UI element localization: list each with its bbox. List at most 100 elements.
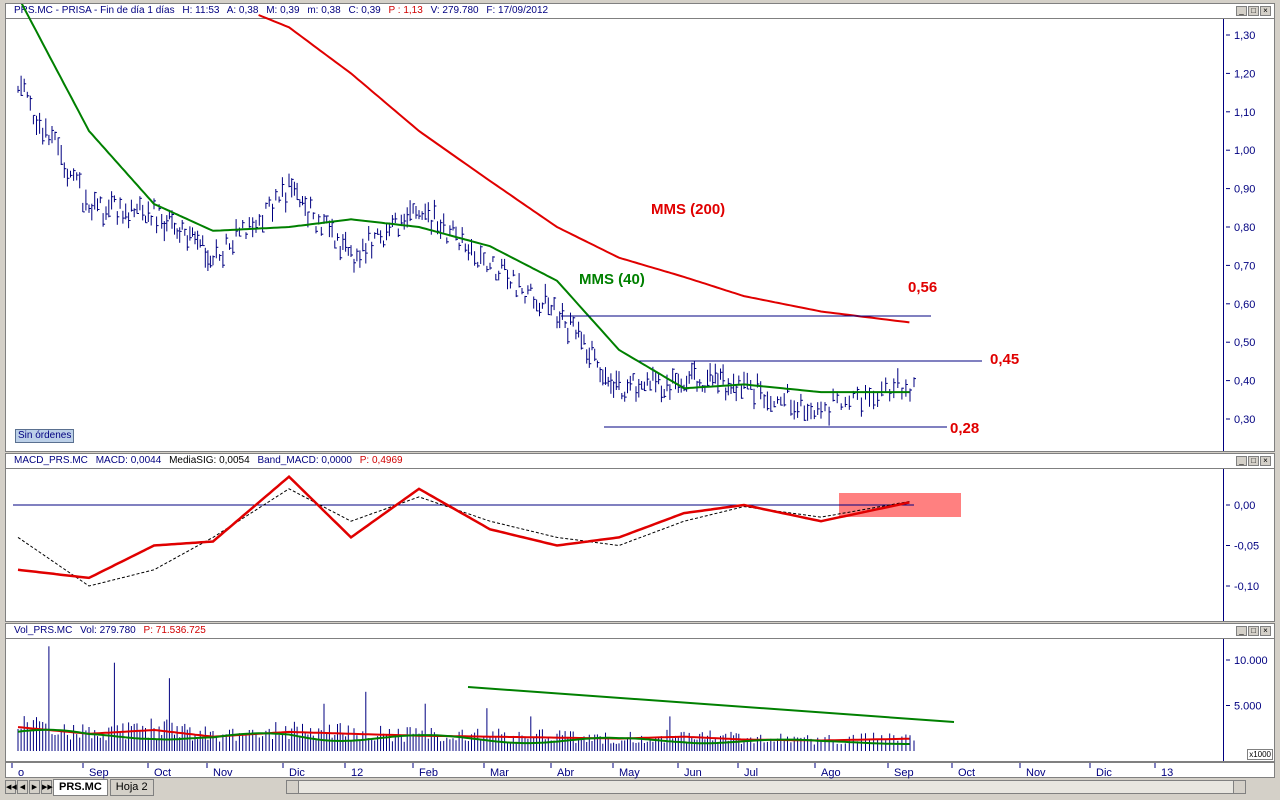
macd-window-controls: _ □ × xyxy=(1236,456,1271,466)
sheet-bar: ◀◀ ◀ ▶ ▶▶ PRS.MC Hoja 2 xyxy=(5,778,1275,796)
x-tick-label: Nov xyxy=(213,767,233,779)
y-tick-label: -0,05 xyxy=(1234,541,1259,553)
x-tick-label: May xyxy=(619,767,640,779)
macd-chart: 0,00 -0,05 -0,10 xyxy=(6,468,1274,593)
level-056-annotation: 0,56 xyxy=(908,279,937,296)
scroll-left-button[interactable] xyxy=(286,781,299,793)
level-045-annotation: 0,45 xyxy=(990,351,1019,368)
date-label: F: 17/09/2012 xyxy=(486,5,549,16)
macd-value-label: MACD: 0,0044 xyxy=(95,455,162,466)
maximize-button[interactable]: □ xyxy=(1248,456,1259,466)
last-sheet-button[interactable]: ▶▶ xyxy=(41,780,53,794)
maximize-button[interactable]: □ xyxy=(1248,6,1259,16)
macd-p-label: P: 0,4969 xyxy=(359,455,403,466)
x-tick-label: Jul xyxy=(744,767,758,779)
close-button[interactable]: × xyxy=(1260,456,1271,466)
horizontal-scrollbar[interactable] xyxy=(285,780,1246,794)
price-y-axis xyxy=(1223,19,1274,451)
mms40-annotation: MMS (40) xyxy=(579,271,645,288)
symbol-label: PRS.MC - PRISA - Fin de día 1 días xyxy=(14,5,175,16)
sheet-tab-prs[interactable]: PRS.MC xyxy=(53,778,108,796)
y-tick-label: -0,10 xyxy=(1234,581,1259,593)
volume-panel: Vol_PRS.MC Vol: 279.780 P: 71.536.725 _ … xyxy=(5,623,1275,762)
x-tick-label: Sep xyxy=(894,767,914,779)
x-tick-label: Dic xyxy=(289,767,305,779)
mms40-line xyxy=(20,4,910,394)
close-button[interactable]: × xyxy=(1260,626,1271,636)
volume-scale-note: x1000 xyxy=(1247,749,1273,760)
volume-y-axis xyxy=(1223,639,1274,761)
change-label: P : 1,13 xyxy=(388,5,423,16)
next-sheet-button[interactable]: ▶ xyxy=(29,780,40,794)
x-tick-label: Oct xyxy=(154,767,171,779)
price-panel: PRS.MC - PRISA - Fin de día 1 días H: 11… xyxy=(5,3,1275,452)
x-tick-label: Abr xyxy=(557,767,574,779)
time-label: H: 11:53 xyxy=(182,5,220,16)
volume-trend-line xyxy=(467,686,955,723)
time-axis: o Sep Oct Nov Dic 12 Feb Mar Abr May Jun Jul Ago Sep O… xyxy=(5,762,1275,779)
high-label: M: 0,39 xyxy=(266,5,300,16)
volume-header: Vol_PRS.MC Vol: 279.780 P: 71.536.725 xyxy=(6,624,1274,638)
sheet-tab-hoja2[interactable]: Hoja 2 xyxy=(109,778,154,796)
volume-value-label: Vol: 279.780 xyxy=(80,625,136,636)
volume-window-controls: _ □ × xyxy=(1236,626,1271,636)
volume-avg-short-line xyxy=(17,728,910,745)
y-tick-label: 0,00 xyxy=(1234,500,1255,512)
price-chart: 1,30 1,20 1,10 1,00 0,90 0,80 0,70 0,60 0,50 0,40… xyxy=(6,4,1274,437)
x-tick-label: 13 xyxy=(1161,767,1173,779)
minimize-button[interactable]: _ xyxy=(1236,6,1247,16)
band-value-label: Band_MACD: 0,0000 xyxy=(257,455,352,466)
close-button[interactable]: × xyxy=(1260,6,1271,16)
y-tick-label: 0,50 xyxy=(1234,337,1255,349)
y-tick-label: 0,90 xyxy=(1234,184,1255,196)
y-tick-label: 0,60 xyxy=(1234,299,1255,311)
minimize-button[interactable]: _ xyxy=(1236,626,1247,636)
x-tick-label: Oct xyxy=(958,767,975,779)
y-tick-label: 0,40 xyxy=(1234,376,1255,388)
y-tick-label: 1,20 xyxy=(1234,68,1255,80)
x-tick-label: Ago xyxy=(821,767,841,779)
signal-line xyxy=(17,488,910,587)
level-028-annotation: 0,28 xyxy=(950,420,979,437)
macd-name-label: MACD_PRS.MC xyxy=(14,455,88,466)
volume-name-label: Vol_PRS.MC xyxy=(14,625,73,636)
macd-header: MACD_PRS.MC MACD: 0,0044 MediaSIG: 0,005… xyxy=(6,454,1274,468)
y-tick-label: 0,80 xyxy=(1234,222,1255,234)
x-tick-label: Nov xyxy=(1026,767,1046,779)
price-window-controls: _ □ × xyxy=(1236,6,1271,16)
macd-line xyxy=(17,475,910,580)
x-tick-label: Sep xyxy=(89,767,109,779)
volume-label: V: 279.780 xyxy=(430,5,479,16)
first-sheet-button[interactable]: ◀◀ xyxy=(5,780,17,794)
volume-p-label: P: 71.536.725 xyxy=(143,625,206,636)
macd-panel: MACD_PRS.MC MACD: 0,0044 MediaSIG: 0,005… xyxy=(5,453,1275,622)
y-tick-label: 1,00 xyxy=(1234,145,1255,157)
x-tick-label: o xyxy=(18,767,24,779)
macd-y-axis xyxy=(1223,469,1274,621)
orders-badge[interactable]: Sin órdenes xyxy=(15,429,75,443)
mms200-annotation: MMS (200) xyxy=(651,201,725,218)
x-tick-label: Feb xyxy=(419,767,438,779)
maximize-button[interactable]: □ xyxy=(1248,626,1259,636)
y-tick-label: 5.000 xyxy=(1234,701,1262,713)
y-tick-label: 1,30 xyxy=(1234,30,1255,42)
x-tick-label: 12 xyxy=(351,767,363,779)
price-header: PRS.MC - PRISA - Fin de día 1 días H: 11… xyxy=(6,4,1274,18)
volume-bars xyxy=(17,646,915,751)
price-bars xyxy=(17,75,916,426)
low-label: m: 0,38 xyxy=(307,5,341,16)
close-label: C: 0,39 xyxy=(348,5,381,16)
scroll-right-button[interactable] xyxy=(1232,781,1245,793)
open-label: A: 0,38 xyxy=(226,5,259,16)
prev-sheet-button[interactable]: ◀ xyxy=(17,780,28,794)
mms200-line xyxy=(258,14,910,324)
volume-chart: 10.000 5.000 xyxy=(6,638,1274,751)
minimize-button[interactable]: _ xyxy=(1236,456,1247,466)
y-tick-label: 0,70 xyxy=(1234,260,1255,272)
signal-value-label: MediaSIG: 0,0054 xyxy=(169,455,250,466)
x-tick-label: Mar xyxy=(490,767,509,779)
x-tick-label: Dic xyxy=(1096,767,1112,779)
y-tick-label: 10.000 xyxy=(1234,655,1268,667)
y-tick-label: 0,30 xyxy=(1234,414,1255,426)
y-tick-label: 1,10 xyxy=(1234,107,1255,119)
